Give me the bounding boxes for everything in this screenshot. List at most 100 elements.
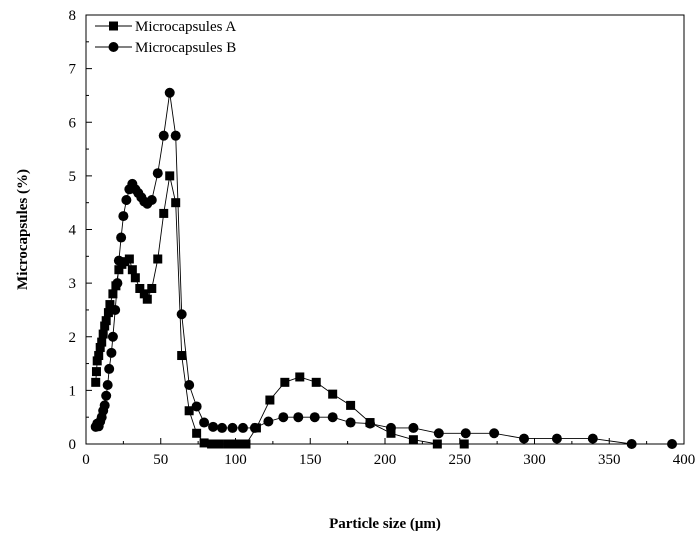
data-point-circle (118, 211, 129, 222)
data-point-square (177, 351, 187, 361)
data-point-square (130, 273, 140, 283)
data-point-circle (263, 416, 274, 427)
data-point-square (232, 439, 242, 449)
data-point-square (408, 435, 418, 445)
data-point-circle (110, 304, 121, 315)
data-point-circle (237, 422, 248, 433)
plot-frame (85, 14, 685, 445)
data-point-circle (587, 433, 598, 444)
data-point-square (101, 316, 111, 326)
data-point-square (135, 283, 145, 293)
data-point-square (127, 265, 137, 275)
legend-marker-circle (108, 42, 119, 52)
y-tick-label: 5 (69, 169, 77, 185)
series-a (91, 171, 469, 449)
data-point-square (386, 428, 396, 438)
data-point-square (311, 377, 321, 387)
data-point-circle (112, 278, 123, 289)
data-point-circle (146, 195, 157, 206)
y-tick-label: 7 (69, 62, 77, 78)
data-point-square (92, 356, 102, 366)
data-point-circle (227, 422, 238, 433)
data-point-circle (667, 439, 678, 449)
data-point-circle (460, 428, 471, 439)
legend-item: Microcapsules B (95, 40, 236, 56)
data-point-square (103, 308, 113, 318)
data-point-square (98, 329, 108, 339)
data-point-square (153, 254, 163, 264)
y-tick-label: 1 (69, 383, 77, 399)
y-tick-label: 2 (69, 330, 77, 346)
data-point-circle (249, 422, 260, 433)
data-point-circle (217, 422, 228, 433)
data-point-circle (104, 363, 115, 374)
x-tick-label: 350 (598, 452, 621, 468)
data-point-square (95, 342, 105, 352)
data-point-circle (345, 417, 356, 428)
data-point-circle (489, 428, 500, 439)
data-point-square (192, 428, 202, 438)
y-tick-label: 4 (69, 223, 77, 239)
x-tick-label: 250 (449, 452, 472, 468)
data-point-square (171, 198, 181, 208)
plot-area (85, 14, 685, 445)
legend-label: Microcapsules B (135, 40, 236, 56)
data-point-circle (102, 380, 113, 391)
x-axis-ticks: 0 50 100 150 200 250 300 350 400 (82, 438, 695, 468)
data-point-square (432, 439, 442, 449)
data-point-square (94, 351, 104, 361)
x-axis-title: Particle size (μm) (329, 516, 441, 532)
data-point-square (280, 377, 290, 387)
data-point-circle (309, 412, 320, 423)
data-point-square (214, 439, 224, 449)
data-point-square (91, 377, 101, 387)
data-point-circle (433, 428, 444, 439)
series-b (90, 87, 678, 449)
data-point-square (199, 438, 209, 448)
data-point-square (97, 337, 107, 347)
x-tick-label: 300 (523, 452, 546, 468)
data-point-circle (176, 309, 187, 320)
y-tick-label: 3 (69, 276, 77, 292)
series-line (95, 92, 672, 445)
data-point-circle (164, 87, 175, 98)
data-point-circle (170, 130, 181, 141)
data-point-circle (116, 232, 127, 243)
data-point-circle (107, 331, 118, 342)
data-point-square (459, 439, 469, 449)
data-point-square (223, 439, 233, 449)
x-tick-label: 50 (153, 452, 168, 468)
data-point-circle (101, 390, 112, 401)
x-tick-label: 100 (224, 452, 247, 468)
data-point-circle (208, 421, 219, 432)
data-point-circle (293, 412, 304, 423)
data-point-square (142, 294, 152, 304)
y-tick-label: 6 (69, 115, 77, 131)
data-point-square (328, 389, 338, 399)
data-point-circle (408, 422, 419, 433)
data-point-square (159, 208, 169, 218)
data-point-square (207, 439, 217, 449)
data-point-circle (152, 168, 163, 179)
data-point-circle (158, 130, 169, 141)
y-tick-label: 8 (69, 8, 77, 24)
data-point-circle (106, 347, 117, 358)
data-point-square (114, 265, 124, 275)
data-point-circle (184, 380, 195, 391)
data-point-square (100, 321, 110, 331)
data-point-circle (551, 433, 562, 444)
data-point-circle (99, 400, 110, 411)
data-point-circle (626, 439, 637, 449)
data-point-circle (327, 412, 338, 423)
data-point-square (241, 439, 251, 449)
data-point-circle (385, 422, 396, 433)
series-layer (90, 87, 678, 449)
data-point-square (124, 254, 134, 264)
data-point-square (165, 171, 175, 181)
data-point-square (295, 372, 305, 382)
legend: Microcapsules A Microcapsules B (95, 19, 236, 56)
data-point-square (346, 400, 356, 410)
data-point-circle (191, 401, 202, 412)
x-tick-label: 150 (299, 452, 322, 468)
